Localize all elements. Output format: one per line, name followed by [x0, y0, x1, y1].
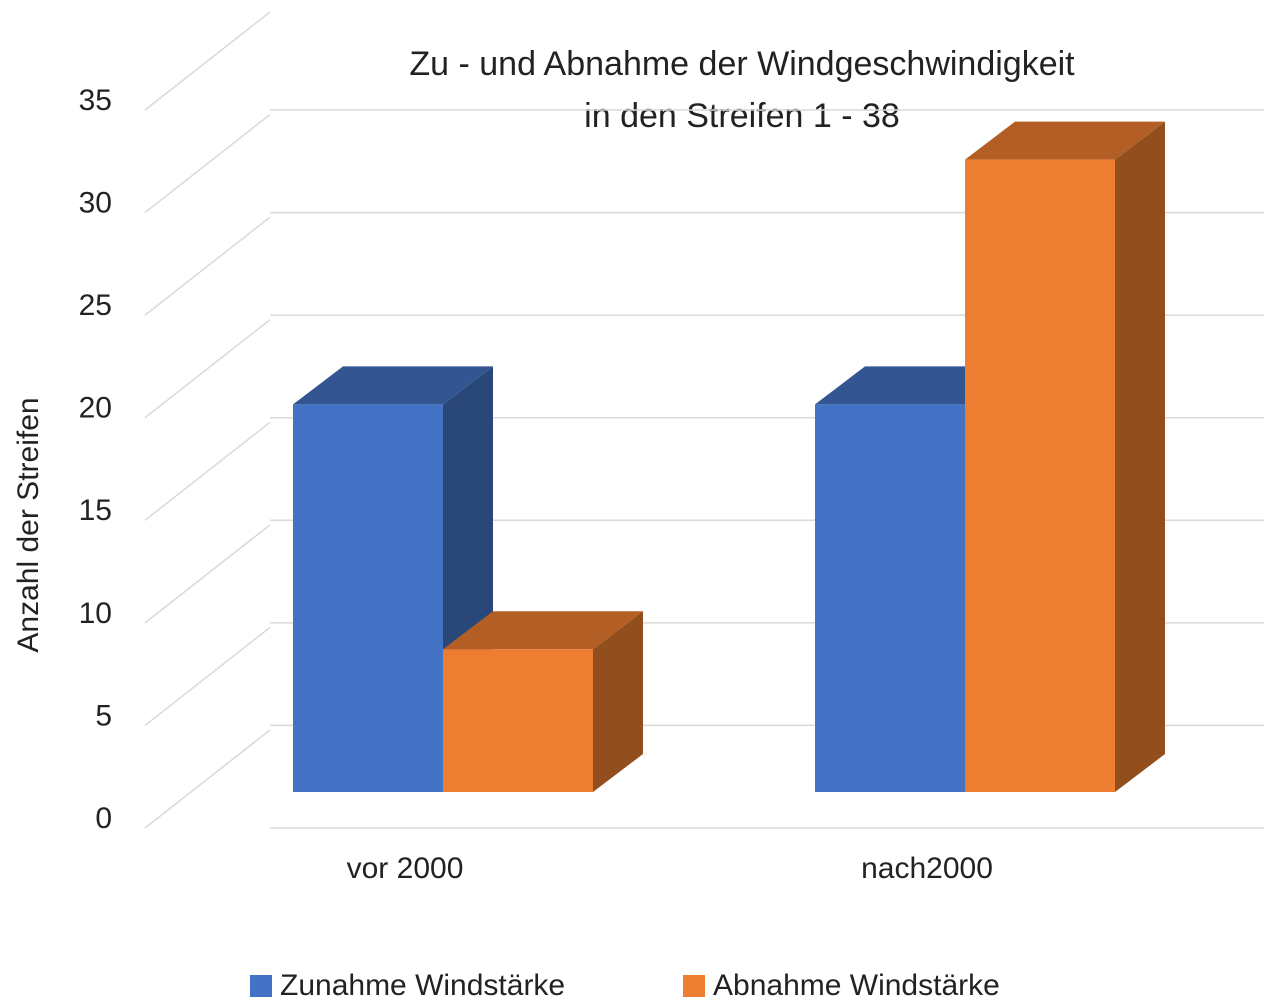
bar-side — [1115, 121, 1165, 793]
bar — [965, 159, 1115, 793]
y-tick-label: 30 — [79, 186, 112, 219]
y-tick-label: 0 — [95, 802, 112, 835]
grid-line — [144, 113, 271, 214]
y-tick-label: 15 — [79, 494, 112, 527]
bar — [443, 649, 593, 792]
grid-line — [144, 626, 271, 727]
y-axis-label: Anzahl der Streifen — [12, 397, 45, 652]
y-tick-label: 10 — [79, 597, 112, 630]
grid-line — [144, 524, 271, 624]
legend-swatch — [683, 975, 705, 997]
grid-line — [144, 216, 271, 316]
legend-swatch — [250, 975, 272, 997]
y-tick-label: 5 — [95, 699, 112, 732]
y-tick-label: 20 — [79, 392, 112, 425]
chart-title: in den Streifen 1 - 38 — [584, 97, 900, 135]
grid-line — [144, 729, 271, 829]
x-tick-label: vor 2000 — [347, 852, 464, 885]
chart-title: Zu - und Abnahme der Windgeschwindigkeit — [409, 45, 1075, 83]
grid-line — [144, 421, 271, 521]
bar-top — [443, 611, 643, 650]
bar — [815, 404, 965, 792]
bar-top — [965, 121, 1165, 160]
bar — [293, 404, 443, 792]
y-tick-label: 25 — [79, 289, 112, 322]
x-tick-label: nach2000 — [861, 852, 993, 885]
legend-label: Abnahme Windstärke — [713, 969, 1000, 1001]
grid-line — [144, 319, 271, 419]
bar-top — [293, 366, 493, 405]
legend-label: Zunahme Windstärke — [280, 969, 565, 1001]
grid-line — [144, 11, 271, 111]
y-tick-label: 35 — [79, 84, 112, 117]
bar-side — [593, 611, 643, 792]
